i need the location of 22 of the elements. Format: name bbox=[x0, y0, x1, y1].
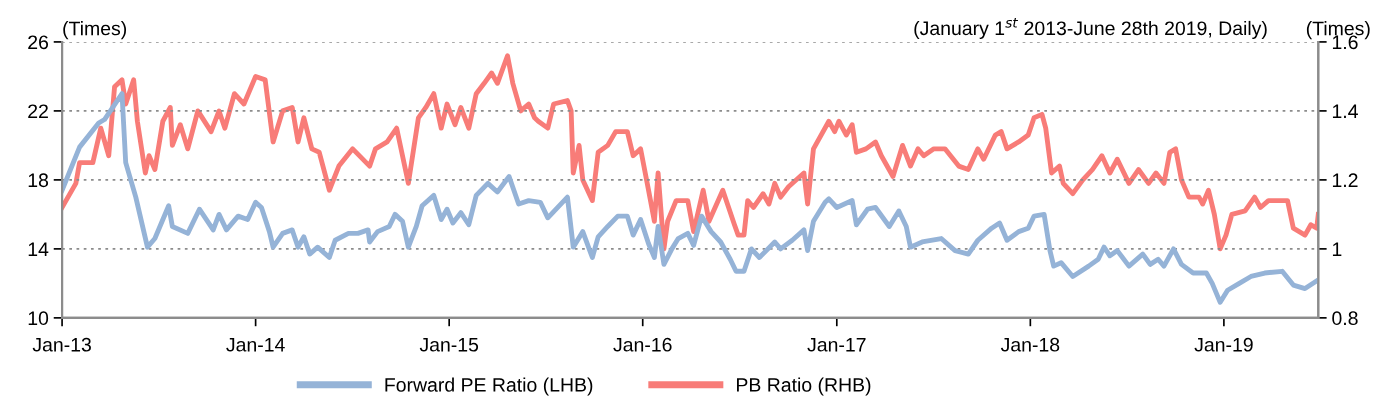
y-tick-label: 10 bbox=[28, 311, 49, 326]
line-series bbox=[62, 53, 1319, 252]
y-tick-label: 18 bbox=[28, 173, 49, 188]
x-tick-label: Jan-15 bbox=[419, 338, 479, 352]
chart-subtitle: (January 1$^{st}$ 2013-June 28th 2019, Daily) bbox=[914, 17, 1267, 39]
x-tick-label: Jan-19 bbox=[1194, 337, 1253, 352]
y-axis-title: (Times) bbox=[63, 21, 127, 40]
x-tick-label: Jan-18 bbox=[1000, 337, 1060, 352]
y2-tick-label: 1.4 bbox=[1332, 104, 1358, 118]
y-tick-label: 14 bbox=[28, 242, 49, 256]
line-series bbox=[62, 91, 1319, 305]
legend-label: PB Ratio (RHB) bbox=[737, 377, 871, 396]
legend-label: Forward PE Ratio (LHB) bbox=[385, 377, 593, 396]
x-tick-label: Jan-16 bbox=[613, 337, 672, 352]
y-tick-label: 22 bbox=[28, 104, 48, 118]
x-tick-label: Jan-13 bbox=[32, 337, 91, 352]
x-tick-label: Jan-14 bbox=[226, 338, 285, 352]
x-tick-label: Jan-17 bbox=[807, 338, 866, 352]
y2-tick-label: 0.8 bbox=[1332, 311, 1358, 326]
y2-tick-label: 1.2 bbox=[1332, 173, 1358, 187]
y2-tick-label: 1 bbox=[1332, 242, 1342, 256]
y-tick-label: 26 bbox=[28, 35, 49, 50]
